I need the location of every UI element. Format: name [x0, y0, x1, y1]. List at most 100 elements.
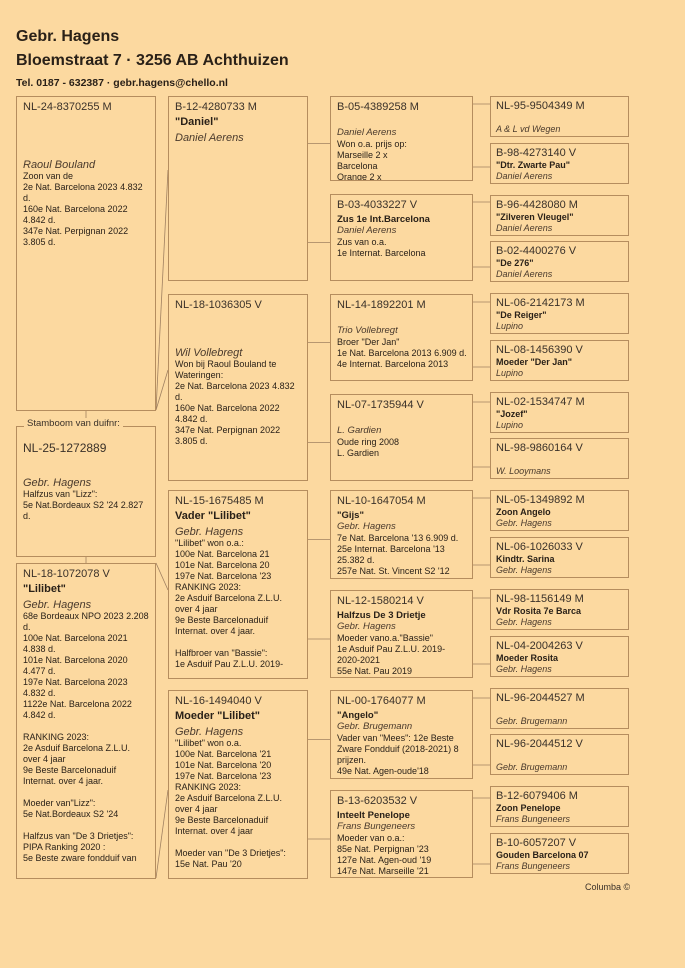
ring-number: NL-08-1456390 V	[496, 344, 583, 356]
connector-line	[155, 369, 169, 411]
pigeon-name: Zoon Penelope	[496, 803, 561, 813]
pedigree-box-dssd: NL-06-1026033 V Kindtr. Sarina Gebr. Hagen…	[490, 537, 629, 578]
ring-number: B-05-4389258 M	[337, 101, 419, 113]
breeder-name: Gebr. Brugemann	[496, 762, 568, 772]
breeder-name: Gebr. Hagens	[175, 526, 244, 538]
ring-number: NL-05-1349892 M	[496, 494, 585, 506]
breeder-name: A & L vd Wegen	[496, 124, 561, 134]
breeder-name: Daniel Aerens	[175, 132, 244, 144]
breeder-name: Lupino	[496, 321, 524, 331]
ring-number: NL-18-1036305 V	[175, 299, 262, 311]
pigeon-name	[496, 455, 623, 466]
breeder-name: Lupino	[496, 368, 524, 378]
pedigree-box-dd: NL-16-1494040 V Moeder "Lilibet" Gebr. Hag…	[168, 690, 308, 879]
pedigree-box-dss: NL-10-1647054 M "Gijs" Gebr. Hagens 7e Nat.…	[330, 490, 473, 579]
ring-number: B-10-6057207 V	[496, 837, 577, 849]
notes: 68e Bordeaux NPO 2023 2.208 d. 100e Nat.…	[23, 611, 149, 863]
pedigree-box-ds: NL-15-1675485 M Vader "Lilibet" Gebr. Hage…	[168, 490, 308, 679]
pigeon-name: "Jozef"	[496, 409, 528, 419]
pedigree-box-sdds: NL-02-1534747 M "Jozef" Lupino	[490, 392, 629, 433]
pigeon-name: "Lilibet"	[23, 583, 66, 595]
notes: "Lilibet" won o.a.: 100e Nat. Barcelona …	[175, 538, 284, 669]
ring-number: NL-07-1735944 V	[337, 399, 424, 411]
breeder-name: L. Gardien	[337, 425, 382, 436]
pigeon-name: "De Reiger"	[496, 310, 547, 320]
notes: Broer "Der Jan" 1e Nat. Barcelona 2013 6…	[337, 337, 467, 369]
pedigree-box-sd: NL-18-1036305 V Wil Vollebregt Won bij Rao…	[168, 294, 308, 481]
breeder-name: Gebr. Hagens	[16, 28, 120, 45]
pedigree-box-dsds: NL-98-1156149 M Vdr Rosita 7e Barca Gebr. …	[490, 589, 629, 630]
ring-number: NL-06-1026033 V	[496, 541, 583, 553]
notes: Vader van "Mees": 12e Beste Zware Fonddu…	[337, 733, 459, 776]
pedigree-box-ssd: B-03-4033227 V Zus 1e Int.Barcelona Daniel…	[330, 194, 473, 281]
ring-number: B-03-4033227 V	[337, 199, 418, 211]
ring-number: NL-06-2142173 M	[496, 297, 585, 309]
notes: 7e Nat. Barcelona '13 6.909 d. 25e Inter…	[337, 533, 459, 576]
breeder-name: Raoul Bouland	[23, 159, 96, 171]
ring-number: NL-95-9504349 M	[496, 100, 585, 112]
pigeon-name: Moeder "Lilibet"	[175, 710, 260, 722]
ring-number: B-12-4280733 M	[175, 101, 257, 113]
pigeon-name	[337, 116, 467, 127]
breeder-name: Daniel Aerens	[337, 127, 397, 138]
pedigree-box-dsss: NL-05-1349892 M Zoon Angelo Gebr. Hagens	[490, 490, 629, 531]
breeder-name: Daniel Aerens	[496, 269, 553, 279]
breeder-name: Lupino	[496, 420, 524, 430]
pigeon-name: Halfzus De 3 Drietje	[337, 610, 426, 621]
pedigree-box-dsd: NL-12-1580214 V Halfzus De 3 Drietje Gebr.…	[330, 590, 473, 678]
notes: Moeder van o.a.: 85e Nat. Perpignan '23 …	[337, 833, 432, 876]
pigeon-name	[337, 414, 467, 425]
notes: Zus van o.a. 1e Internat. Barcelona	[337, 237, 426, 258]
pigeon-name	[175, 331, 302, 345]
pigeon-name: Zus 1e Int.Barcelona	[337, 214, 430, 225]
breeder-name: Frans Bungeneers	[496, 861, 571, 871]
pigeon-name: "Gijs"	[337, 510, 364, 521]
pedigree-box-dddd: B-10-6057207 V Gouden Barcelona 07 Frans B…	[490, 833, 629, 874]
subject-notes: Halfzus van "Lizz": 5e Nat.Bordeaux S2 '…	[23, 489, 144, 521]
breeder-name: W. Looymans	[496, 466, 551, 476]
breeder-contact: Tel. 0187 - 632387 · gebr.hagens@chello.…	[16, 77, 228, 89]
connector-line	[155, 789, 169, 879]
pigeon-name	[23, 143, 150, 157]
breeder-name: Daniel Aerens	[496, 171, 553, 181]
breeder-name: Gebr. Hagens	[175, 726, 244, 738]
notes: Won bij Raoul Bouland te Wateringen: 2e …	[175, 359, 295, 446]
ring-number: B-12-6079406 M	[496, 790, 578, 802]
breeder-name: Gebr. Hagens	[496, 565, 552, 575]
breeder-address: Bloemstraat 7 · 3256 AB Achthuizen	[16, 52, 289, 69]
pigeon-name: "Daniel"	[175, 116, 219, 128]
columba-copyright: Columba ©	[585, 882, 631, 892]
breeder-name: Wil Vollebregt	[175, 347, 243, 359]
pigeon-name: Kindtr. Sarina	[496, 554, 555, 564]
pedigree-box-dam: NL-18-1072078 V "Lilibet" Gebr. Hagens 68e …	[16, 563, 156, 879]
breeder-name: Gebr. Hagens	[337, 621, 396, 632]
pedigree-box-sdd: NL-07-1735944 V L. Gardien Oude ring 2008 …	[330, 394, 473, 481]
ring-number: NL-00-1764077 M	[337, 695, 426, 707]
pigeon-name	[496, 113, 623, 124]
ring-number: NL-12-1580214 V	[337, 595, 424, 607]
pedigree-box-sddd: NL-98-9860164 V W. Looymans	[490, 438, 629, 479]
pedigree-box-ssss: NL-95-9504349 M A & L vd Wegen	[490, 96, 629, 137]
ring-number: B-96-4428080 M	[496, 199, 578, 211]
breeder-name: Gebr. Hagens	[496, 664, 552, 674]
pedigree-box-sds: NL-14-1892201 M Trio Vollebregt Broer "Der…	[330, 294, 473, 381]
subject-breeder: Gebr. Hagens	[23, 477, 92, 489]
ring-number: B-02-4400276 V	[496, 245, 577, 257]
ring-number: NL-98-1156149 M	[496, 593, 584, 605]
notes: Oude ring 2008 L. Gardien	[337, 437, 400, 458]
notes: Zoon van de 2e Nat. Barcelona 2023 4.832…	[23, 171, 143, 247]
pedigree-box-ddsd: NL-96-2044512 V Gebr. Brugemann	[490, 734, 629, 775]
pedigree-box-sdss: NL-06-2142173 M "De Reiger" Lupino	[490, 293, 629, 334]
subject-pigeon-box: NL-25-1272889 Gebr. Hagens Halfzus van "…	[16, 426, 156, 557]
breeder-name: Daniel Aerens	[496, 223, 553, 233]
ring-number: NL-02-1534747 M	[496, 396, 585, 408]
notes: Won o.a. prijs op: Marseille 2 x Barcelo…	[337, 139, 407, 181]
breeder-name: Trio Vollebregt	[337, 325, 398, 336]
pigeon-name: "De 276"	[496, 258, 534, 268]
breeder-name: Gebr. Hagens	[23, 599, 92, 611]
ring-number: NL-16-1494040 V	[175, 695, 262, 707]
pigeon-name	[496, 751, 623, 762]
pedigree-box-ssdd: B-02-4400276 V "De 276" Daniel Aerens	[490, 241, 629, 282]
pedigree-box-dsdd: NL-04-2004263 V Moeder Rosita Gebr. Hagens	[490, 636, 629, 677]
pigeon-name: Vader "Lilibet"	[175, 510, 251, 522]
